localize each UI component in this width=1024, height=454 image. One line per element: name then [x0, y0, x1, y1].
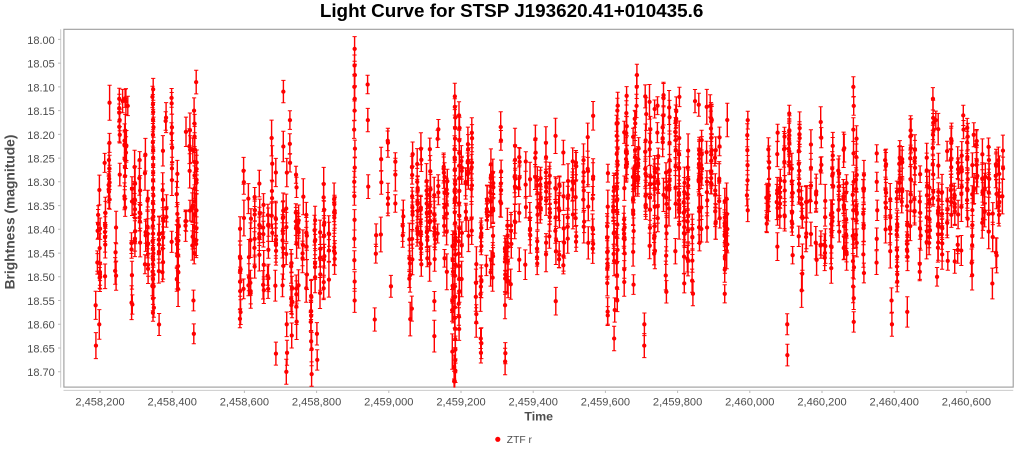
- svg-text:18.60: 18.60: [27, 320, 55, 332]
- svg-text:18.35: 18.35: [27, 201, 55, 213]
- svg-text:2,460,200: 2,460,200: [797, 396, 846, 408]
- svg-text:2,460,600: 2,460,600: [942, 396, 991, 408]
- svg-text:18.30: 18.30: [27, 177, 55, 189]
- svg-text:2,460,000: 2,460,000: [725, 396, 774, 408]
- svg-text:2,458,200: 2,458,200: [75, 396, 124, 408]
- svg-text:18.70: 18.70: [27, 367, 55, 379]
- svg-text:2,459,400: 2,459,400: [509, 396, 558, 408]
- svg-text:2,458,600: 2,458,600: [220, 396, 269, 408]
- svg-text:18.45: 18.45: [27, 249, 55, 261]
- svg-text:18.15: 18.15: [27, 106, 55, 118]
- svg-text:2,459,000: 2,459,000: [364, 396, 413, 408]
- svg-text:Brightness (magnitude): Brightness (magnitude): [3, 135, 18, 290]
- svg-text:18.20: 18.20: [27, 130, 55, 142]
- svg-text:Light Curve for STSP J193620.4: Light Curve for STSP J193620.41+010435.6: [320, 0, 704, 21]
- svg-text:2,458,800: 2,458,800: [292, 396, 341, 408]
- svg-text:18.10: 18.10: [27, 82, 55, 94]
- svg-text:Time: Time: [524, 410, 553, 424]
- svg-text:2,460,400: 2,460,400: [870, 396, 919, 408]
- svg-text:18.25: 18.25: [27, 154, 55, 166]
- svg-text:2,459,600: 2,459,600: [581, 396, 630, 408]
- svg-text:2,458,400: 2,458,400: [148, 396, 197, 408]
- svg-text:ZTF r: ZTF r: [507, 435, 533, 446]
- svg-text:2,459,800: 2,459,800: [653, 396, 702, 408]
- svg-text:2,459,200: 2,459,200: [436, 396, 485, 408]
- svg-text:18.50: 18.50: [27, 272, 55, 284]
- svg-text:18.05: 18.05: [27, 59, 55, 71]
- svg-text:18.55: 18.55: [27, 296, 55, 308]
- svg-text:18.40: 18.40: [27, 225, 55, 237]
- svg-text:18.65: 18.65: [27, 343, 55, 355]
- svg-text:18.00: 18.00: [27, 35, 55, 47]
